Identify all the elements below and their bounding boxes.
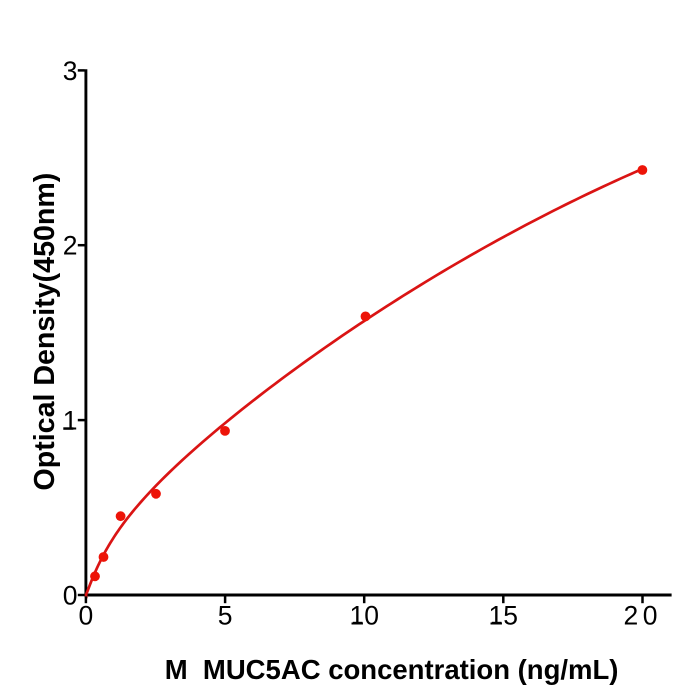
- svg-text:5: 5: [218, 600, 233, 630]
- svg-text:20: 20: [624, 600, 662, 630]
- svg-text:2: 2: [63, 231, 78, 261]
- svg-text:15: 15: [489, 600, 518, 630]
- svg-text:0: 0: [79, 600, 94, 630]
- svg-text:10: 10: [349, 600, 378, 630]
- svg-text:M MUC5AC concentration (ng/mL: M MUC5AC concentration (ng/mL): [165, 654, 619, 685]
- svg-text:0: 0: [63, 581, 78, 611]
- svg-text:Optical Density(450nm): Optical Density(450nm): [29, 173, 61, 491]
- svg-text:3: 3: [63, 56, 78, 86]
- svg-text:1: 1: [63, 406, 78, 436]
